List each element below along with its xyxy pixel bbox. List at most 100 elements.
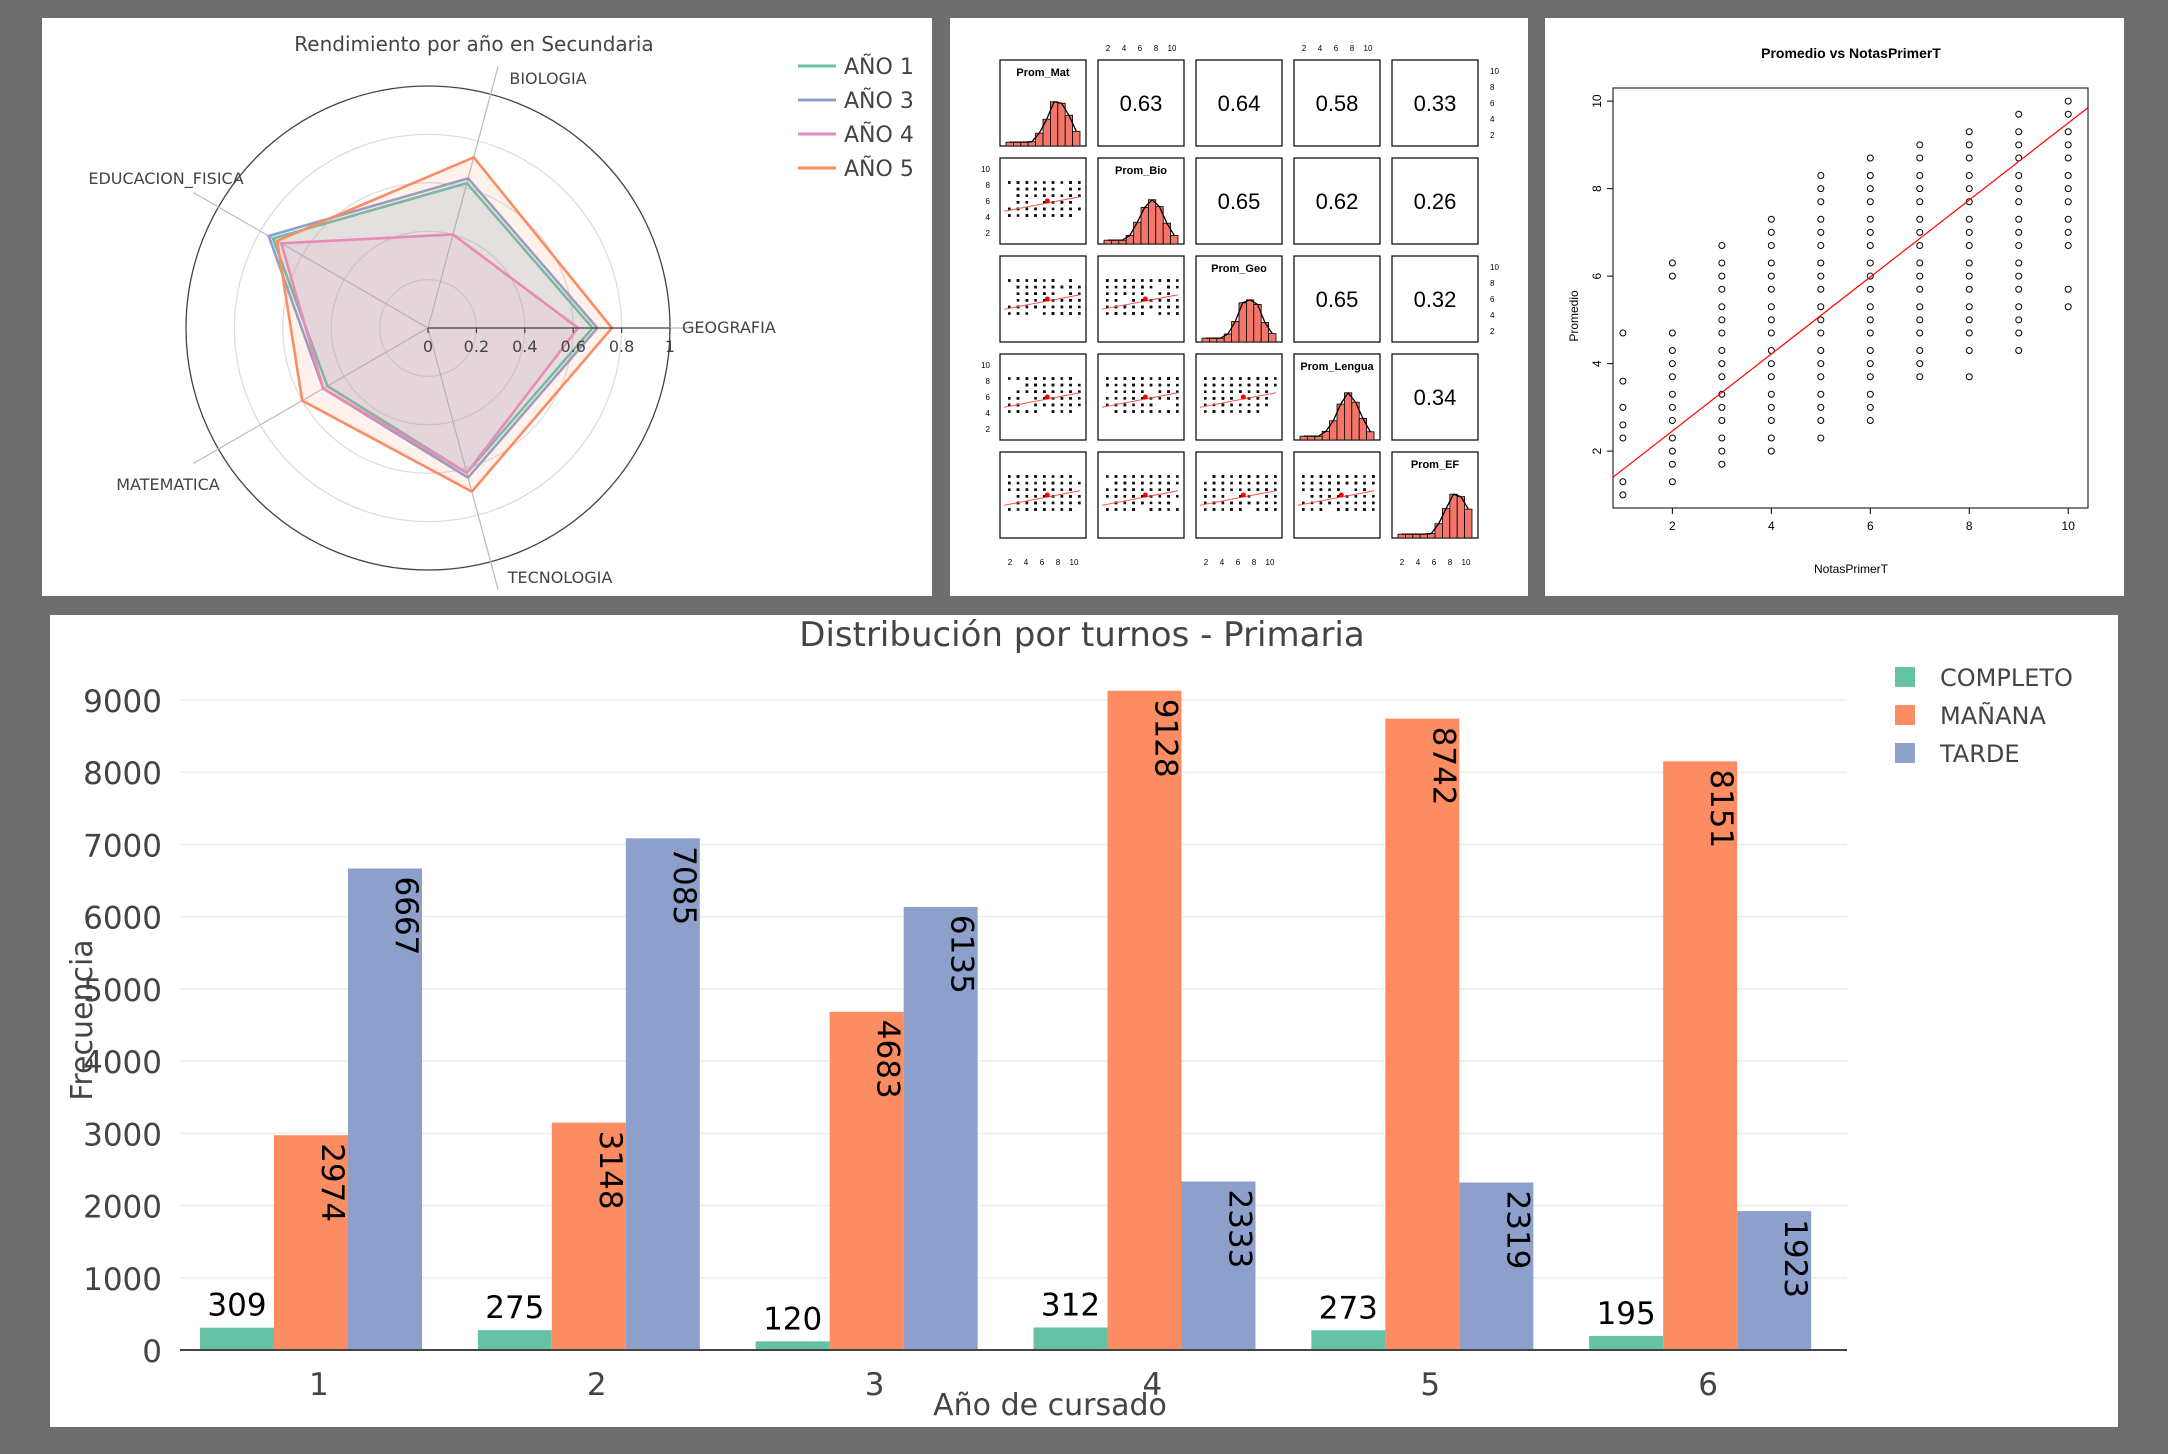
scatter-point [2015,329,2023,337]
correlation-value: 0.34 [1414,385,1457,410]
scatter-point [1149,285,1153,289]
scatter-point [1354,481,1358,485]
scatter-point [1221,495,1225,498]
radar-axis-label: BIOLOGIA [509,69,586,88]
scatter-point [1060,397,1064,400]
scatter-point [1965,215,1973,223]
scatter-point [1060,501,1064,505]
bar-y-tick-label: 3000 [83,1117,162,1153]
scatter-point [1718,417,1726,424]
bar-value-label: 309 [207,1288,266,1324]
scatter-point [1141,403,1144,407]
scatter-point [1718,460,1726,468]
scatter-point [1302,475,1305,478]
bar-mañana [1385,718,1460,1350]
matrix-tick-label: 8 [986,377,991,386]
bar-mañana [829,1011,904,1350]
scatter-point [1141,292,1144,295]
scatter-point [1025,299,1029,302]
scatter-point [1034,501,1037,505]
scatter-point [1114,299,1118,302]
matrix-tick-label: 4 [1490,115,1495,124]
scatter-y-tick-label: 4 [1590,360,1604,367]
correlation-value: 0.65 [1316,287,1359,312]
scatter-point [1319,475,1323,478]
matrix-tick-label: 10 [1070,558,1079,567]
bar-y-tick-label: 0 [142,1334,162,1370]
radar-radial-tick-label: 0.2 [464,337,489,356]
matrix-tick-label: 6 [1490,99,1495,108]
matrix-tick-label: 10 [1490,263,1499,272]
scatter-point [1167,383,1170,387]
scatter-point [2015,128,2023,136]
scatter-point [1069,481,1072,485]
scatter-point [1212,495,1216,498]
scatter-point [1866,228,1874,236]
scatter-point [1025,390,1029,393]
scatter-point [1817,303,1825,311]
scatter-point [1239,377,1242,380]
smooth-line [1003,392,1081,408]
scatter-point [2015,198,2023,206]
scatter-point [2064,198,2072,206]
scatter-point [1034,187,1037,191]
radar-axis-label: MATEMATICA [116,475,220,494]
correlation-value: 0.64 [1218,91,1261,116]
scatter-point [1916,360,1924,368]
scatter-point [1123,383,1127,387]
scatter-point [1123,501,1127,505]
scatter-point [1916,329,1924,337]
scatter-point [1123,312,1127,315]
scatter-point [1345,508,1349,511]
scatter-point [1114,488,1118,491]
scatter-point [1817,403,1825,411]
correlation-value: 0.65 [1218,189,1261,214]
scatter-point [1274,475,1277,478]
scatter-point [1043,397,1046,400]
scatter-point [1319,501,1323,505]
scatter-point [1034,207,1037,211]
scatter-point [1025,305,1029,309]
bar-legend-swatch [1895,743,1915,763]
scatter-point [1008,312,1011,315]
scatter-point [1265,377,1268,380]
scatter-point [1158,312,1162,315]
scatter-point [1310,508,1314,511]
scatter-point [1337,475,1340,478]
scatter-point [1008,488,1011,491]
scatter-point [1025,508,1029,511]
scatter-point [1060,207,1064,211]
scatter-point [1069,207,1072,211]
scatter-point [1167,481,1170,485]
scatter-point [2015,303,2023,311]
scatter-point [1158,501,1162,505]
scatter-point [1767,447,1775,455]
scatter-point [1274,501,1277,505]
scatter-point [1239,475,1242,478]
scatter-point [1265,481,1268,485]
scatter-point [1767,303,1775,311]
scatter-point [1866,185,1874,193]
scatter-point [1106,292,1109,295]
histogram-bar [1358,417,1368,441]
scatter-point [1078,181,1081,184]
scatter-point [1176,299,1179,302]
scatter-point [1363,475,1366,478]
radar-spoke [192,191,429,329]
scatter-point [1043,390,1046,393]
scatter-point [1106,305,1109,309]
scatter-point [1078,495,1081,498]
bar-x-tick-label: 4 [1143,1367,1163,1403]
scatter-point [1025,481,1029,485]
regression-line [1612,107,2089,478]
scatter-point [1132,495,1135,498]
scatter-point [1043,481,1046,485]
matrix-cell [1195,157,1283,245]
matrix-tick-label: 2 [986,229,991,238]
scatter-point [1866,373,1874,381]
scatter-point [1176,410,1179,413]
bar-y-tick-label: 7000 [83,828,162,864]
scatter-point [2015,316,2023,324]
scatter-point [1078,305,1081,309]
scatter-point [1106,279,1109,282]
